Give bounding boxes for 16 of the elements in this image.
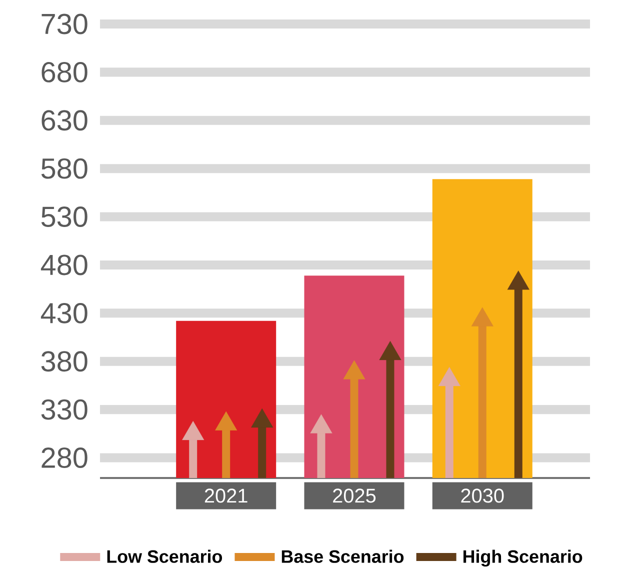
y-tick-label: 530: [41, 206, 88, 228]
legend-label: Base Scenario: [282, 550, 404, 563]
y-tick-label: 580: [41, 158, 88, 179]
x-tick-label: 2030: [461, 488, 504, 503]
legend-label: Low Scenario: [107, 550, 222, 563]
y-tick-label: 380: [41, 351, 88, 372]
y-tick-label: 330: [41, 399, 88, 420]
y-tick-label: 730: [42, 14, 88, 34]
x-tick-label: 2025: [333, 488, 376, 503]
y-tick-label: 280: [42, 448, 88, 468]
legend-label: High Scenario: [464, 550, 582, 567]
y-tick-label: 680: [42, 62, 88, 82]
x-tick-label: 2021: [204, 488, 248, 503]
y-tick-label: 480: [40, 254, 88, 276]
y-tick-label: 430: [40, 302, 88, 324]
y-tick-label: 630: [42, 110, 88, 131]
